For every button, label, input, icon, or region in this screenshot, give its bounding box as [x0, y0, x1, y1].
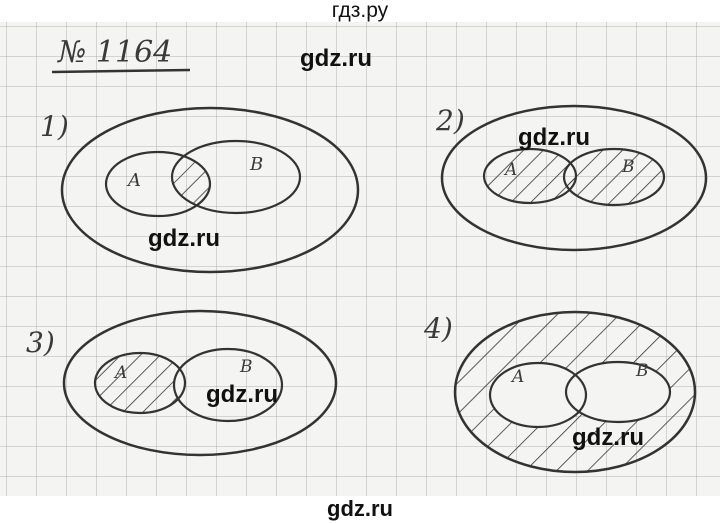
diagram-4-universe — [453, 310, 697, 474]
site-header: гдз.ру — [331, 0, 389, 22]
watermark-5: gdz.ru — [572, 424, 644, 451]
diagram-2-set-a-fill — [484, 149, 576, 203]
diagram-1-set-a-label: A — [126, 170, 141, 191]
site-footer: gdz.ru — [327, 496, 393, 521]
diagram-4-set-a-label: A — [510, 367, 524, 387]
diagram-2-set-b-fill — [564, 149, 664, 205]
diagram-2-set-a-label: A — [503, 160, 517, 180]
diagram-1-set-b-label: B — [249, 154, 263, 175]
diagram-3-set-a-label: A — [113, 363, 127, 383]
watermark-4: gdz.ru — [206, 381, 278, 408]
diagram-2-set-b — [562, 147, 666, 207]
diagram-1-set-a — [104, 150, 212, 218]
diagram-4-set-b — [564, 360, 672, 424]
diagram-1-universe — [60, 106, 360, 274]
diagram-1-label: 1) — [40, 110, 69, 143]
diagram-2-label: 2) — [435, 104, 465, 137]
watermark-3: gdz.ru — [148, 225, 220, 252]
problem-number: № 1164 — [56, 35, 172, 70]
diagram-4-set-a — [488, 361, 588, 429]
watermark-2: gdz.ru — [518, 124, 590, 151]
diagram-3-difference — [95, 353, 185, 413]
watermark-1: gdz.ru — [300, 45, 372, 72]
diagram-2-set-b-label: B — [621, 157, 635, 177]
diagram-2-universe — [440, 104, 708, 252]
diagram-4-set-b-label: B — [635, 361, 649, 381]
diagram-3-set-a — [93, 351, 187, 415]
diagram-3-universe — [62, 309, 338, 457]
diagram-4-complement — [455, 312, 695, 472]
diagram-3-set-b-label: B — [239, 357, 253, 377]
diagram-3-label: 3) — [26, 326, 55, 359]
diagram-1-set-b — [170, 139, 302, 215]
diagram-4-label: 4) — [423, 312, 453, 345]
diagram-2-set-a — [482, 147, 578, 205]
diagram-3-set-b — [172, 347, 284, 423]
